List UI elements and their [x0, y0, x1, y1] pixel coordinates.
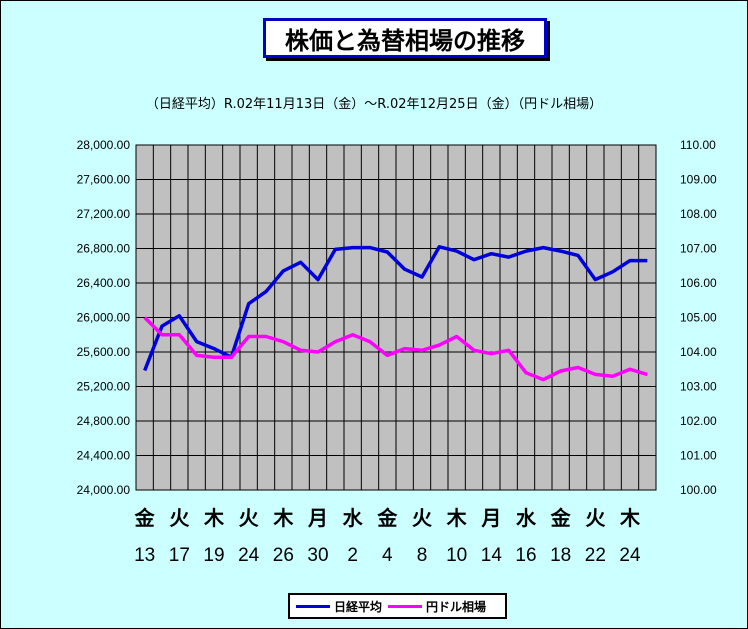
right-axis-tick-label: 106.00: [680, 276, 717, 290]
x-axis-day-label: 木: [203, 506, 225, 530]
x-axis-date-label: 30: [307, 545, 328, 566]
right-axis-tick-label: 110.00: [680, 138, 716, 152]
x-axis-day-label: 金: [550, 506, 572, 530]
right-axis-tick-label: 100.00: [680, 483, 717, 497]
x-axis-day-label: 水: [343, 506, 364, 530]
right-axis-tick-label: 105.00: [680, 311, 717, 325]
x-axis-date-label: 2: [347, 545, 358, 566]
right-axis-tick-label: 107.00: [680, 242, 717, 256]
x-axis-day-label: 月: [480, 506, 501, 530]
left-axis-tick-label: 24,000.00: [77, 483, 131, 497]
x-axis-date-label: 24: [238, 545, 260, 566]
right-axis-tick-label: 102.00: [680, 414, 717, 428]
x-axis-date-label: 18: [550, 545, 571, 566]
x-axis-day-label: 木: [446, 506, 468, 530]
x-axis-day-label: 火: [412, 506, 433, 530]
right-axis-tick-label: 103.00: [680, 380, 717, 394]
left-axis-tick-label: 27,600.00: [77, 173, 131, 187]
x-axis-date-label: 10: [446, 545, 467, 566]
left-axis-tick-label: 25,600.00: [77, 345, 131, 359]
left-axis-tick-label: 27,200.00: [77, 207, 131, 221]
right-axis-tick-label: 101.00: [680, 449, 717, 463]
chart-title: 株価と為替相場の推移: [263, 18, 547, 58]
x-axis-day-label: 火: [585, 506, 606, 530]
right-axis-tick-label: 108.00: [680, 207, 717, 221]
legend-item-nikkei: 日経平均: [296, 598, 382, 615]
x-axis-date-label: 13: [134, 545, 155, 566]
x-axis-day-label: 火: [169, 506, 190, 530]
left-axis-tick-label: 24,800.00: [77, 414, 131, 428]
series-line-yen: [143, 316, 648, 382]
chart-legend: 日経平均 円ドル相場: [288, 593, 507, 619]
legend-label-nikkei: 日経平均: [334, 599, 383, 614]
x-axis-date-label: 14: [481, 545, 503, 566]
x-axis-date-label: 22: [585, 545, 606, 566]
x-axis-date-label: 19: [203, 545, 224, 566]
x-axis-date-label: 24: [619, 545, 641, 566]
x-axis-day-label: 木: [619, 506, 641, 530]
legend-swatch-nikkei: [296, 604, 330, 608]
x-axis-date-label: 16: [515, 545, 536, 566]
x-axis-day-label: 木: [272, 506, 294, 530]
x-axis-day-label: 月: [307, 506, 328, 530]
right-axis-tick-label: 109.00: [680, 173, 717, 187]
left-axis-tick-label: 26,000.00: [77, 311, 131, 325]
x-axis-day-label: 金: [134, 506, 156, 530]
left-axis-tick-label: 25,200.00: [77, 380, 131, 394]
left-axis-tick-label: 28,000.00: [77, 138, 131, 152]
legend-swatch-yen: [388, 604, 423, 608]
chart-subtitle: （日経平均）R.02年11月13日（金）～R.02年12月25日（金）（円ドル相…: [145, 97, 603, 112]
line-chart: 28,000.00 27,600.00 27,200.00 26,800.00 26,4…: [77, 138, 717, 566]
x-axis-date-label: 4: [382, 545, 393, 566]
right-axis-tick-label: 104.00: [680, 345, 717, 359]
x-axis-day-label: 金: [376, 506, 398, 530]
x-axis-day-label: 火: [239, 506, 260, 530]
left-axis-tick-label: 26,800.00: [77, 242, 131, 256]
legend-label-yen: 円ドル相場: [426, 599, 487, 614]
left-axis-tick-label: 24,400.00: [77, 449, 131, 463]
x-axis-date-label: 8: [417, 545, 428, 566]
legend-item-yen: 円ドル相場: [388, 598, 486, 615]
x-axis-date-label: 26: [273, 545, 294, 566]
x-axis-day-label: 水: [516, 506, 537, 530]
left-axis-tick-label: 26,400.00: [77, 276, 131, 290]
x-axis-date-label: 17: [169, 545, 190, 566]
